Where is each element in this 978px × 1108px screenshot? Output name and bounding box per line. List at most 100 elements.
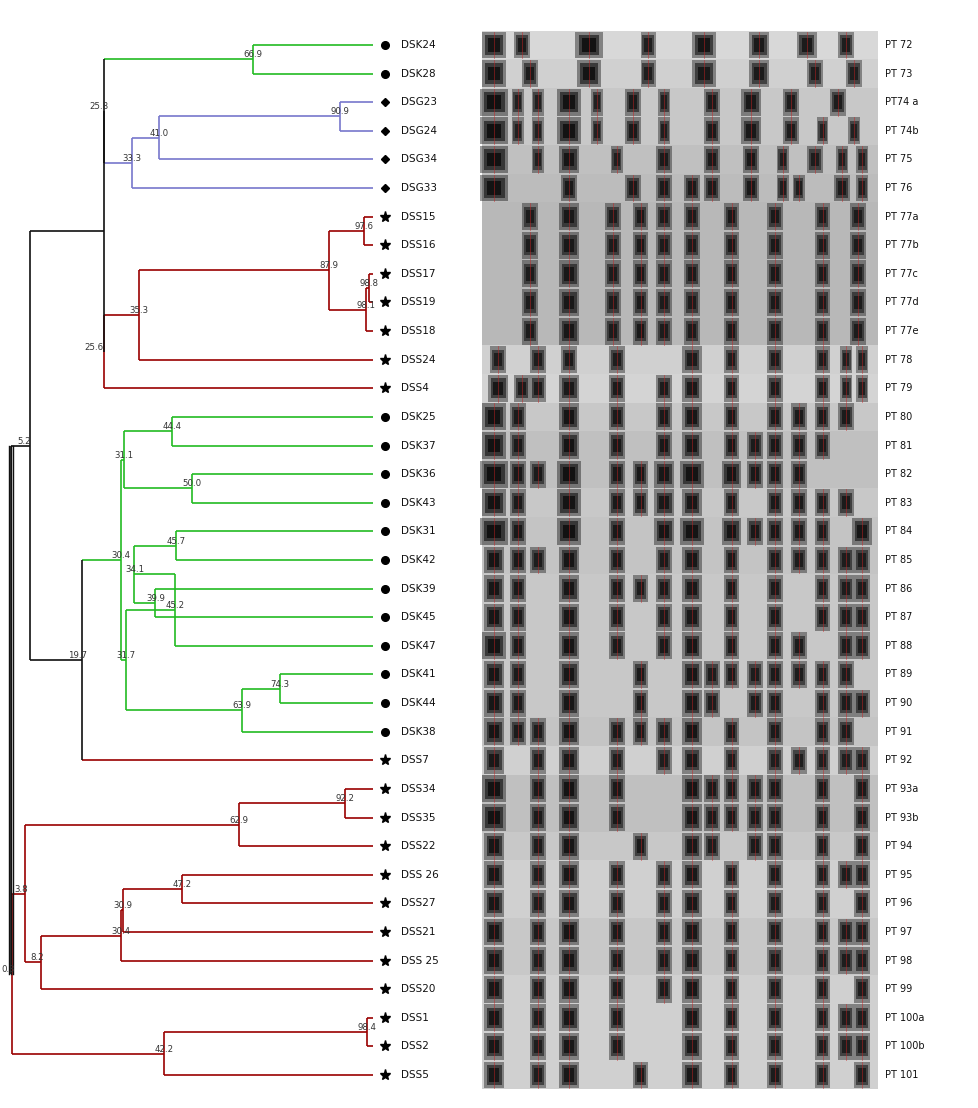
Bar xyxy=(513,439,521,452)
Bar xyxy=(558,718,579,745)
Bar xyxy=(857,350,866,370)
Text: PT 93b: PT 93b xyxy=(884,812,917,822)
Bar xyxy=(839,375,851,402)
Bar xyxy=(814,232,829,258)
Bar xyxy=(841,611,849,624)
Bar xyxy=(746,661,763,688)
Bar xyxy=(533,782,541,796)
Bar xyxy=(563,410,574,423)
Bar xyxy=(767,546,782,574)
Bar xyxy=(563,639,574,653)
Bar xyxy=(659,868,668,882)
Bar xyxy=(705,692,717,714)
Bar xyxy=(810,153,818,166)
Bar xyxy=(784,92,796,112)
Bar xyxy=(853,861,869,889)
Bar xyxy=(853,947,869,974)
Bar xyxy=(816,578,827,598)
Bar xyxy=(531,1036,543,1057)
Bar xyxy=(486,692,501,714)
Bar xyxy=(486,578,501,598)
Bar xyxy=(786,95,794,109)
Bar xyxy=(608,776,624,802)
Bar xyxy=(814,890,829,916)
Bar xyxy=(531,837,543,856)
Bar xyxy=(858,1039,866,1053)
Bar xyxy=(814,833,829,860)
Bar xyxy=(563,209,574,224)
Bar xyxy=(558,289,579,316)
Bar xyxy=(682,1004,701,1032)
Bar xyxy=(564,353,573,367)
Bar xyxy=(727,753,734,767)
Bar xyxy=(837,31,853,59)
Text: DSS 25: DSS 25 xyxy=(400,955,438,965)
Bar xyxy=(533,896,541,910)
Bar xyxy=(642,63,653,84)
Bar xyxy=(510,403,525,430)
Bar xyxy=(687,410,696,423)
Bar xyxy=(743,121,758,141)
Bar xyxy=(578,34,599,55)
Bar xyxy=(687,896,696,910)
Bar xyxy=(563,611,574,624)
Bar xyxy=(563,325,574,338)
Text: 31.1: 31.1 xyxy=(113,451,133,460)
Bar xyxy=(818,668,825,681)
Bar xyxy=(608,403,624,430)
Bar xyxy=(608,890,624,916)
Bar xyxy=(510,689,525,717)
Bar xyxy=(857,378,866,399)
Bar xyxy=(682,633,701,659)
Bar xyxy=(779,182,785,195)
Bar xyxy=(687,696,696,710)
Bar xyxy=(482,460,877,489)
Bar xyxy=(687,782,696,796)
Bar xyxy=(694,34,712,55)
Bar xyxy=(484,1061,504,1088)
Bar xyxy=(612,725,620,738)
Bar xyxy=(659,325,668,338)
Bar xyxy=(606,206,618,227)
Bar xyxy=(851,517,871,545)
Bar xyxy=(851,321,864,341)
Bar xyxy=(533,925,541,938)
Bar xyxy=(608,347,624,373)
Bar xyxy=(484,546,504,574)
Bar xyxy=(687,639,696,653)
Bar xyxy=(769,521,780,542)
Bar xyxy=(561,893,576,913)
Bar xyxy=(511,578,523,598)
Bar xyxy=(533,983,541,996)
Bar xyxy=(608,267,616,280)
Bar xyxy=(858,782,866,796)
Bar xyxy=(632,661,647,688)
Bar xyxy=(510,490,525,516)
Bar xyxy=(610,1007,622,1028)
Bar xyxy=(837,546,853,574)
Bar xyxy=(687,439,696,452)
Bar xyxy=(769,493,780,513)
Bar xyxy=(687,1068,696,1081)
Bar xyxy=(818,325,825,338)
Bar xyxy=(482,88,877,116)
Bar xyxy=(723,1004,738,1032)
Bar xyxy=(750,782,758,796)
Bar xyxy=(682,403,701,430)
Bar xyxy=(748,779,761,799)
Text: PT 100a: PT 100a xyxy=(884,1013,923,1023)
Bar xyxy=(818,896,825,910)
Bar xyxy=(563,954,574,967)
Bar xyxy=(725,350,736,370)
Bar xyxy=(657,293,670,312)
Bar xyxy=(751,63,766,84)
Bar xyxy=(513,468,521,481)
Bar xyxy=(655,318,672,345)
Bar xyxy=(841,553,849,566)
Bar xyxy=(703,146,719,173)
Bar xyxy=(746,804,763,831)
Bar xyxy=(725,721,736,741)
Bar xyxy=(489,668,499,681)
Bar xyxy=(771,896,778,910)
Bar xyxy=(837,633,853,659)
